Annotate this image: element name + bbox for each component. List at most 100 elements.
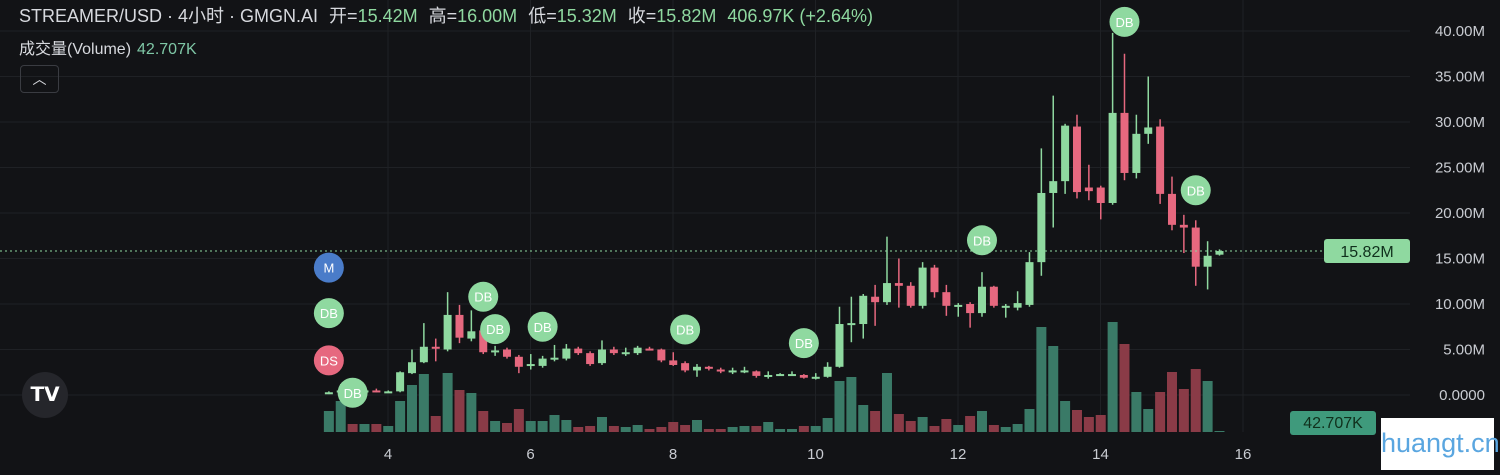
volume-bar <box>371 424 382 432</box>
volume-bar <box>751 426 762 432</box>
candle-body <box>752 371 761 376</box>
volume-bar <box>1012 424 1023 432</box>
trade-marker-label: DB <box>344 386 362 401</box>
x-tick-label: 12 <box>950 446 967 463</box>
volume-bar <box>656 427 667 432</box>
candle-body <box>479 330 488 353</box>
candle-body <box>526 364 535 367</box>
volume-bar <box>941 419 952 432</box>
candle-body <box>847 323 856 326</box>
x-tick-label: 10 <box>807 446 824 463</box>
candle-body <box>871 296 880 303</box>
trade-marker[interactable] <box>966 225 997 256</box>
volume-bar <box>1024 409 1035 432</box>
candle-body <box>942 292 951 306</box>
candle-body <box>966 304 975 314</box>
trade-marker[interactable] <box>313 345 344 376</box>
candle-body <box>977 286 986 314</box>
trade-marker[interactable] <box>468 281 499 312</box>
candle-body <box>989 286 998 306</box>
x-tick-label: 8 <box>669 446 677 463</box>
volume-bar <box>1048 346 1059 432</box>
trade-marker-label: DB <box>795 336 813 351</box>
trade-marker[interactable] <box>480 314 511 345</box>
y-tick-label: 15.00M <box>1435 251 1485 268</box>
volume-bar <box>858 405 869 432</box>
candle-body <box>835 324 844 367</box>
volume-bar <box>846 377 857 432</box>
trade-marker-label: DB <box>534 320 552 335</box>
watermark: huangt.cn <box>1381 418 1500 470</box>
candle-body <box>1049 181 1058 193</box>
x-tick-label: 14 <box>1092 446 1109 463</box>
volume-bar <box>513 409 524 432</box>
volume-bar <box>1202 381 1213 432</box>
volume-bar <box>822 418 833 432</box>
change-value: 406.97K (+2.64%) <box>727 6 873 26</box>
candle-body <box>1013 303 1022 308</box>
volume-bar <box>1214 431 1225 432</box>
volume-bar <box>798 426 809 432</box>
volume-bar <box>727 427 738 432</box>
candle-body <box>918 267 927 306</box>
last-volume-label: 42.707K <box>1303 415 1363 432</box>
volume-bar <box>870 411 881 432</box>
volume-bar <box>1131 392 1142 432</box>
trade-marker-label: DB <box>486 322 504 337</box>
candle-body <box>906 285 915 306</box>
candle-body <box>954 304 963 307</box>
x-tick-label: 4 <box>384 446 392 463</box>
trade-marker[interactable] <box>1109 6 1140 37</box>
volume-bar <box>347 424 358 432</box>
candle-body <box>1108 112 1117 203</box>
candle-body <box>538 358 547 366</box>
volume-bar <box>715 429 726 432</box>
trade-marker[interactable] <box>788 328 819 359</box>
candle-body <box>704 366 713 369</box>
chart-legend: STREAMER/USD · 4小时 · GMGN.AI 开=15.42M 高=… <box>19 2 873 28</box>
volume-bar <box>917 417 928 432</box>
high-value: 16.00M <box>457 6 518 26</box>
low-label: 低= <box>528 6 557 26</box>
candle-body <box>930 267 939 293</box>
high-label: 高= <box>428 6 458 26</box>
candle-body <box>1120 112 1129 173</box>
candle-body <box>419 346 428 363</box>
trade-marker[interactable] <box>1180 175 1211 206</box>
volume-bar <box>1000 427 1011 432</box>
open-value: 15.42M <box>357 6 418 26</box>
trade-marker[interactable] <box>670 314 701 345</box>
volume-bar <box>537 421 548 432</box>
candle-body <box>609 349 618 354</box>
trade-marker-label: DB <box>474 290 492 305</box>
volume-bar <box>406 385 417 432</box>
candle-body <box>1084 187 1093 192</box>
volume-bar <box>691 420 702 432</box>
volume-bar <box>1190 369 1201 432</box>
candle-body <box>502 349 511 357</box>
candle-body <box>1215 251 1224 255</box>
volume-bar <box>1155 392 1166 432</box>
trade-marker[interactable] <box>527 311 558 342</box>
volume-bar <box>976 411 987 432</box>
volume-bar <box>632 425 643 432</box>
y-tick-label: 0.0000 <box>1439 387 1485 404</box>
trade-marker[interactable] <box>313 298 344 329</box>
trade-marker-label: DB <box>1187 183 1205 198</box>
candle-body <box>787 374 796 377</box>
volume-bar <box>395 401 406 432</box>
trade-marker[interactable] <box>313 252 344 283</box>
trade-marker-label: DB <box>973 233 991 248</box>
candle-body <box>324 392 333 395</box>
volume-bar <box>1083 417 1094 432</box>
volume-bar <box>703 429 714 432</box>
candle-body <box>586 353 595 365</box>
collapse-legend-button[interactable]: ︿ <box>20 65 59 93</box>
candle-body <box>574 348 583 354</box>
trade-marker[interactable] <box>337 377 368 408</box>
open-label: 开= <box>329 6 358 26</box>
tradingview-logo[interactable]: 𝗧𝗩 <box>22 372 68 418</box>
volume-bar <box>608 426 619 432</box>
low-value: 15.32M <box>556 6 617 26</box>
